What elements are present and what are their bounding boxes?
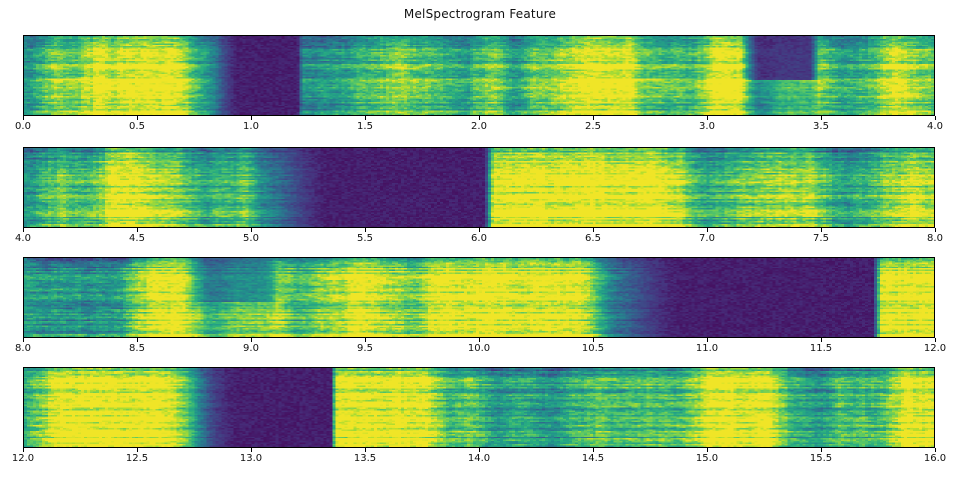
spectrogram-canvas-1 — [24, 36, 934, 115]
x-tick-label: 16.0 — [923, 453, 947, 464]
x-axis-1: 0.0 0.5 1.0 1.5 2.0 2.5 3.0 3.5 4.0 — [15, 116, 943, 134]
x-tick-label: 12.0 — [11, 453, 35, 464]
x-tick-label: 5.5 — [357, 233, 373, 244]
x-tick-mark — [136, 338, 138, 342]
x-tick-mark — [820, 228, 822, 232]
x-tick-mark — [820, 116, 822, 120]
x-tick-mark — [934, 448, 936, 452]
x-tick-label: 5.0 — [243, 233, 259, 244]
x-tick-label: 2.0 — [471, 121, 487, 132]
x-tick-label: 14.0 — [467, 453, 491, 464]
spectrogram-canvas-3 — [24, 258, 934, 337]
x-tick-mark — [934, 338, 936, 342]
x-tick-label: 13.0 — [239, 453, 263, 464]
x-tick-mark — [478, 448, 480, 452]
spectrogram-panel-4 — [23, 367, 935, 448]
x-tick-mark — [364, 228, 366, 232]
x-tick-label: 3.0 — [699, 121, 715, 132]
x-tick-mark — [478, 338, 480, 342]
x-tick-label: 10.0 — [467, 343, 491, 354]
x-tick-mark — [22, 116, 24, 120]
x-tick-label: 11.0 — [695, 343, 719, 354]
x-tick-label: 4.5 — [129, 233, 145, 244]
spectrogram-panel-3 — [23, 257, 935, 338]
x-tick-label: 11.5 — [809, 343, 833, 354]
x-tick-mark — [364, 338, 366, 342]
x-axis-2: 4.0 4.5 5.0 5.5 6.0 6.5 7.0 7.5 8.0 — [15, 228, 943, 246]
spectrogram-canvas-2 — [24, 148, 934, 227]
x-axis-4: 12.0 12.5 13.0 13.5 14.0 14.5 15.0 15.5 16.0 — [12, 448, 946, 466]
x-tick-mark — [706, 338, 708, 342]
x-tick-label: 8.0 — [15, 343, 31, 354]
x-tick-mark — [364, 116, 366, 120]
chart-title: MelSpectrogram Feature — [403, 7, 557, 21]
x-tick-mark — [478, 116, 480, 120]
x-tick-mark — [22, 228, 24, 232]
x-tick-mark — [364, 448, 366, 452]
x-tick-label: 8.0 — [927, 233, 943, 244]
x-tick-mark — [934, 116, 936, 120]
x-tick-mark — [706, 116, 708, 120]
x-tick-mark — [592, 338, 594, 342]
x-tick-label: 1.5 — [357, 121, 373, 132]
x-tick-label: 13.5 — [353, 453, 377, 464]
x-axis-3: 8.0 8.5 9.0 9.5 10.0 10.5 11.0 11.5 12.0 — [15, 338, 946, 356]
x-tick-mark — [706, 448, 708, 452]
x-tick-label: 3.5 — [813, 121, 829, 132]
x-tick-mark — [592, 228, 594, 232]
spectrogram-panel-1 — [23, 35, 935, 116]
x-tick-mark — [706, 228, 708, 232]
x-tick-mark — [250, 448, 252, 452]
x-tick-mark — [136, 116, 138, 120]
x-tick-label: 15.0 — [695, 453, 719, 464]
x-tick-label: 6.5 — [585, 233, 601, 244]
x-tick-label: 14.5 — [581, 453, 605, 464]
x-tick-label: 12.5 — [125, 453, 149, 464]
x-tick-mark — [478, 228, 480, 232]
x-tick-label: 4.0 — [927, 121, 943, 132]
spectrogram-panel-2 — [23, 147, 935, 228]
x-tick-mark — [250, 228, 252, 232]
x-tick-mark — [934, 228, 936, 232]
x-tick-label: 12.0 — [923, 343, 947, 354]
x-tick-label: 4.0 — [15, 233, 31, 244]
x-tick-label: 2.5 — [585, 121, 601, 132]
x-tick-mark — [250, 338, 252, 342]
x-tick-label: 8.5 — [129, 343, 145, 354]
x-tick-mark — [592, 116, 594, 120]
x-tick-label: 0.5 — [129, 121, 145, 132]
x-tick-mark — [22, 448, 24, 452]
x-tick-label: 15.5 — [809, 453, 833, 464]
x-tick-label: 9.5 — [357, 343, 373, 354]
x-tick-mark — [136, 228, 138, 232]
x-tick-label: 7.0 — [699, 233, 715, 244]
x-tick-label: 10.5 — [581, 343, 605, 354]
x-tick-mark — [22, 338, 24, 342]
x-tick-mark — [136, 448, 138, 452]
x-tick-label: 9.0 — [243, 343, 259, 354]
spectrogram-canvas-4 — [24, 368, 934, 447]
x-tick-label: 0.0 — [15, 121, 31, 132]
x-tick-mark — [592, 448, 594, 452]
x-tick-label: 1.0 — [243, 121, 259, 132]
x-tick-mark — [820, 448, 822, 452]
x-tick-mark — [250, 116, 252, 120]
x-tick-label: 7.5 — [813, 233, 829, 244]
x-tick-label: 6.0 — [471, 233, 487, 244]
x-tick-mark — [820, 338, 822, 342]
